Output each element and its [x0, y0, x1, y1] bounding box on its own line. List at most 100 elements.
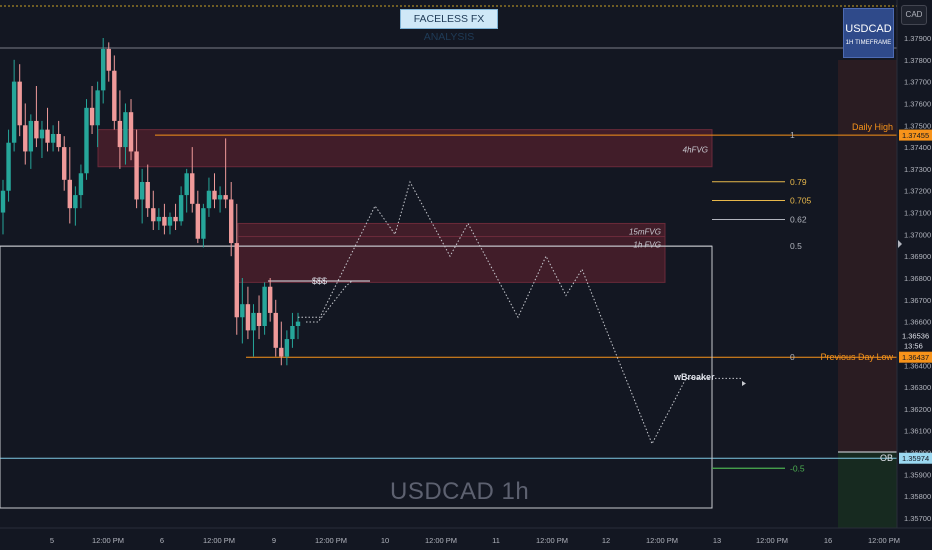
candle-body	[11, 81, 17, 143]
fib-label-0.79: 0.79	[790, 177, 807, 187]
time-tick-label: 13	[713, 536, 721, 545]
price-tick-label: 1.36700	[904, 296, 931, 305]
fib-range-box	[0, 245, 713, 509]
analysis-title-box: FACELESS FX ANALYSIS	[400, 9, 498, 43]
candle-body	[151, 208, 156, 222]
candle-body	[156, 216, 162, 222]
candle-body	[217, 195, 223, 200]
candle-body	[295, 321, 301, 326]
time-tick-label: 6	[160, 536, 164, 545]
fib-label-1: 1	[790, 130, 795, 140]
liquidity-label: $$$	[312, 276, 327, 286]
candle-body	[62, 147, 67, 180]
price-tick-label: 1.37000	[904, 230, 931, 239]
price-tick-label: 1.35800	[904, 492, 931, 501]
candle-body	[6, 142, 11, 191]
price-label-box	[899, 330, 932, 351]
fib-label-0.5: 0.5	[790, 241, 802, 251]
candle-body	[290, 326, 295, 340]
currency-button[interactable]: CAD	[901, 5, 927, 25]
price-tick-label: 1.37400	[904, 143, 931, 152]
time-tick-label: 16	[824, 536, 832, 545]
wbreaker-label: wBreaker	[673, 372, 715, 382]
candle-body	[112, 70, 117, 121]
price-tick-label: 1.36100	[904, 427, 931, 436]
candle-body	[273, 312, 278, 348]
candle-body	[229, 199, 234, 244]
price-label-text: 1.35974	[902, 454, 929, 463]
candle-body	[56, 134, 61, 148]
price-tick-label: 1.37700	[904, 78, 931, 87]
price-label-text: 1.36437	[902, 353, 929, 362]
candle-body	[195, 203, 201, 239]
time-tick-label: 12:00 PM	[536, 536, 568, 545]
candle-body	[178, 195, 184, 222]
candle-body	[28, 120, 34, 152]
symbol-badge-timeframe: 1H TIMEFRAME	[845, 40, 892, 46]
zone-1h-fvg	[237, 236, 666, 283]
projection-green-area	[838, 452, 897, 528]
time-tick-label: 12:00 PM	[203, 536, 235, 545]
candle-body	[212, 190, 217, 200]
price-tick-label: 1.37300	[904, 165, 931, 174]
price-label-box	[899, 351, 932, 363]
price-tick-label: 1.37600	[904, 99, 931, 108]
price-label-box	[899, 129, 932, 141]
candle-body	[106, 48, 111, 71]
ob-label: OB	[880, 453, 893, 463]
candle-body	[201, 208, 206, 239]
time-tick-label: 12:00 PM	[92, 536, 124, 545]
fib-label-0.705: 0.705	[790, 196, 812, 206]
candle-body	[173, 216, 178, 222]
candle-body	[223, 195, 228, 200]
price-tick-label: 1.37500	[904, 121, 931, 130]
candle-body	[89, 107, 95, 126]
projection-path	[298, 180, 742, 446]
price-label-box	[899, 452, 932, 464]
price-tick-label: 1.36800	[904, 274, 931, 283]
candle-body	[167, 216, 173, 226]
candle-body	[251, 312, 256, 331]
price-tick-label: 1.37100	[904, 209, 931, 218]
symbol-badge: USDCAD 1H TIMEFRAME	[843, 8, 894, 58]
candle-body	[234, 243, 239, 318]
fib-label-0: 0	[790, 352, 795, 362]
projection-arrowhead	[742, 381, 746, 386]
price-tick-label: 1.36200	[904, 405, 931, 414]
candle-body	[84, 107, 89, 174]
candle-body	[0, 190, 6, 213]
zone-15m-fvg	[237, 222, 666, 238]
candle-body	[240, 304, 245, 318]
candle-body	[17, 81, 22, 126]
price-tick-label: 1.37200	[904, 187, 931, 196]
candle-body	[190, 173, 195, 204]
projection-red-area	[838, 60, 897, 452]
price-tick-label: 1.36900	[904, 252, 931, 261]
candle-body	[123, 112, 128, 148]
time-tick-label: 12:00 PM	[315, 536, 347, 545]
candle-body	[50, 134, 56, 143]
price-axis[interactable]	[897, 0, 932, 528]
price-tick-label: 1.37900	[904, 34, 931, 43]
candle-body	[139, 182, 145, 200]
price-label-countdown: 13:56	[904, 342, 923, 351]
price-tick-label: 1.35900	[904, 470, 931, 479]
candle-body	[134, 151, 139, 200]
price-label-text: 1.36536	[902, 332, 929, 341]
time-tick-label: 12:00 PM	[868, 536, 900, 545]
zone-15m-fvg-label: 15mFVG	[629, 227, 661, 236]
price-label-text: 1.37455	[902, 131, 929, 140]
time-tick-label: 11	[492, 536, 500, 545]
candle-body	[206, 190, 212, 209]
time-tick-label: 12:00 PM	[646, 536, 678, 545]
chart-watermark: USDCAD 1h	[390, 478, 530, 505]
axis-scroll-arrow[interactable]	[898, 240, 902, 248]
candle-body	[67, 179, 72, 209]
candle-body	[162, 216, 167, 226]
daily-high-label: Daily High	[852, 122, 893, 132]
candle-body	[23, 125, 28, 152]
candle-body	[95, 90, 100, 126]
zone-4h-fvg-label: 4hFVG	[683, 146, 708, 155]
candle-body	[284, 339, 290, 357]
